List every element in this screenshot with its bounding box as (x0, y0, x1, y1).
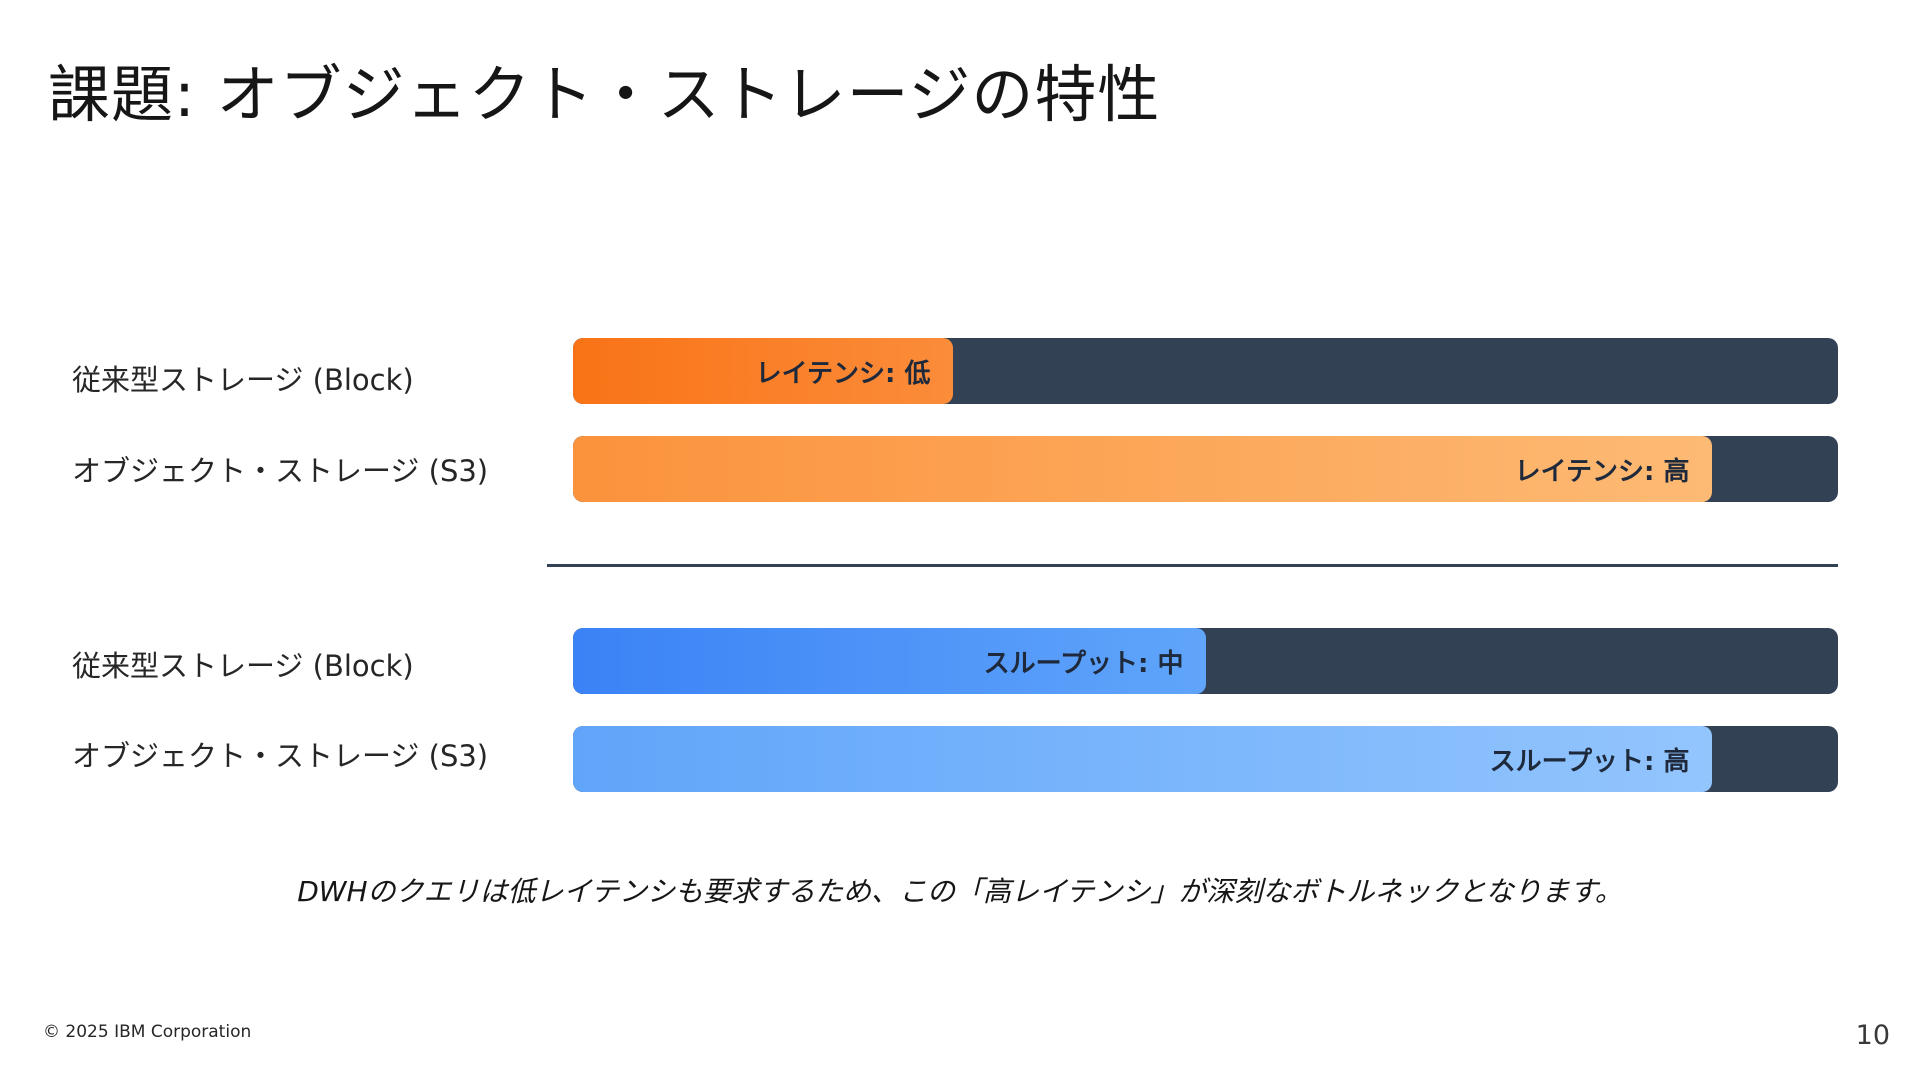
bar-text: スループット: 高 (1489, 746, 1690, 777)
throughput-bar-block: スループット: 中 (573, 628, 1838, 694)
bar-text: レイテンシ: 高 (1514, 456, 1690, 487)
row-label-block-throughput: 従来型ストレージ (Block) (72, 649, 414, 683)
latency-bar-fill: レイテンシ: 高 (573, 436, 1712, 502)
slide-caption: DWHのクエリは低レイテンシも要求するため、この「高レイテンシ」が深刻なボトルネ… (297, 875, 1623, 908)
page-number: 10 (1855, 1020, 1890, 1051)
copyright-footer: © 2025 IBM Corporation (43, 1022, 252, 1042)
latency-bar-s3: レイテンシ: 高 (573, 436, 1838, 502)
latency-bar-fill: レイテンシ: 低 (573, 338, 953, 404)
throughput-bar-s3: スループット: 高 (573, 726, 1838, 792)
row-label-s3-throughput: オブジェクト・ストレージ (S3) (72, 739, 489, 773)
slide-title: 課題: オブジェクト・ストレージの特性 (48, 58, 1161, 131)
section-divider (547, 564, 1838, 567)
throughput-bar-fill: スループット: 中 (573, 628, 1206, 694)
latency-bar-block: レイテンシ: 低 (573, 338, 1838, 404)
bar-text: スループット: 中 (983, 648, 1184, 679)
bar-text: レイテンシ: 低 (755, 358, 931, 389)
row-label-block-latency: 従来型ストレージ (Block) (72, 363, 414, 397)
throughput-bar-fill: スループット: 高 (573, 726, 1712, 792)
row-label-s3-latency: オブジェクト・ストレージ (S3) (72, 454, 489, 488)
